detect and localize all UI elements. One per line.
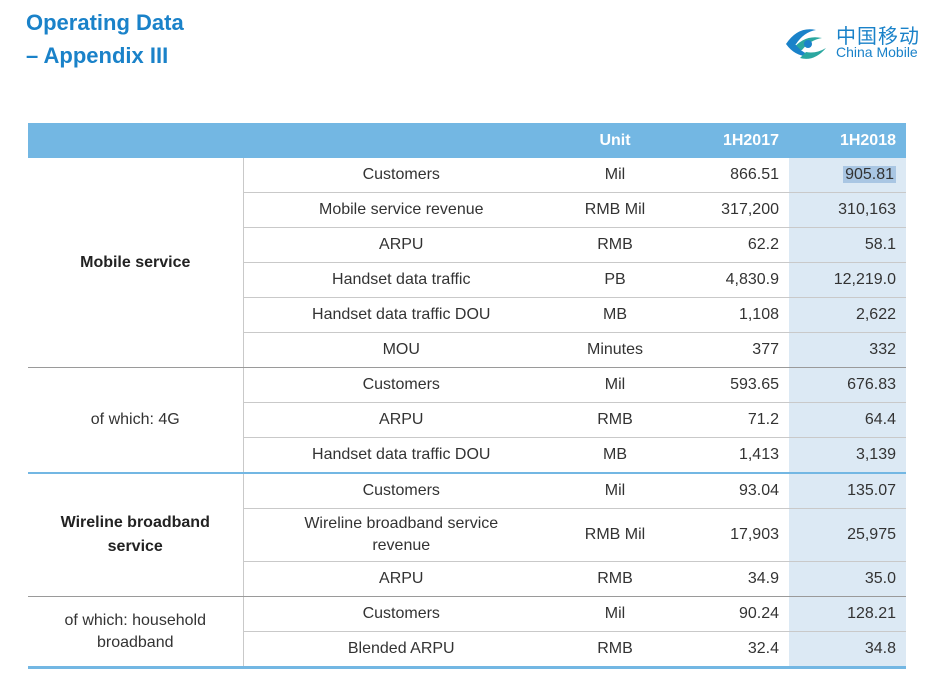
table-row: Blended ARPU RMB 32.4 34.8: [28, 631, 906, 669]
metric-cell: Handset data traffic: [242, 262, 559, 298]
group-label: Mobile service: [80, 253, 191, 271]
value-1h2018: 310,163: [789, 192, 906, 228]
table-row: Handset data traffic PB 4,830.9 12,219.0: [28, 262, 906, 298]
value-1h2017: 62.2: [671, 227, 789, 263]
logo-chinese-text: 中国移动: [836, 26, 920, 48]
table-row: ARPU RMB 62.2 58.1: [28, 227, 906, 263]
logo-english-text: China Mobile: [836, 44, 918, 60]
value-1h2017: 4,830.9: [671, 262, 789, 298]
value-1h2017: 34.9: [671, 561, 789, 597]
metric-cell: ARPU: [242, 227, 559, 263]
table-row: ARPU RMB 71.2 64.4: [28, 402, 906, 438]
header-1h2017: 1H2017: [671, 123, 789, 158]
header-1h2018: 1H2018: [789, 123, 906, 158]
unit-cell: RMB: [559, 561, 671, 597]
group-label-line-1: of which: household: [64, 611, 206, 629]
metric-line-2: revenue: [372, 537, 431, 554]
metric-cell: Handset data traffic DOU: [242, 437, 559, 474]
value-1h2018: 12,219.0: [789, 262, 906, 298]
table-row: MOU Minutes 377 332: [28, 332, 906, 368]
metric-cell: ARPU: [242, 402, 559, 438]
china-mobile-logo: 中国移动 China Mobile: [782, 18, 932, 68]
value-1h2018: 128.21: [789, 596, 906, 632]
metric-cell: Customers: [242, 367, 559, 403]
value-1h2018: 3,139: [789, 437, 906, 474]
group-label-wireline-broadband: Wireline broadband service: [28, 473, 243, 597]
header-group-cell: [28, 123, 243, 158]
value-1h2017: 317,200: [671, 192, 789, 228]
unit-cell: Mil: [559, 473, 671, 509]
value-1h2018: 35.0: [789, 561, 906, 597]
page-title: Operating Data – Appendix III: [26, 6, 184, 72]
value-1h2018: 64.4: [789, 402, 906, 438]
metric-cell: Handset data traffic DOU: [242, 297, 559, 333]
metric-cell: Customers: [242, 596, 559, 632]
group-label-line-1: Wireline broadband: [60, 514, 210, 531]
unit-cell: MB: [559, 297, 671, 333]
group-label-line-2: broadband: [96, 633, 174, 651]
unit-cell: Mil: [559, 367, 671, 403]
group-label-line-2: service: [107, 538, 163, 555]
table-row: Wireline broadband service Customers Mil…: [28, 473, 906, 597]
table-row: Mobile service Customers Mil 866.51 905.…: [28, 158, 906, 368]
table-row: of which: 4G Customers Mil 593.65 676.83: [28, 367, 906, 474]
operating-data-table: Unit 1H2017 1H2018 Mobile service Custom…: [28, 123, 906, 669]
header-metric-cell: [243, 123, 559, 158]
table-row: of which: household broadband Customers …: [28, 596, 906, 669]
value-1h2017: 593.65: [671, 367, 789, 403]
value-1h2017: 17,903: [671, 508, 789, 562]
china-mobile-logo-icon: [786, 29, 826, 59]
group-label-4g: of which: 4G: [28, 367, 243, 474]
unit-cell: RMB: [559, 631, 671, 669]
table-row: Mobile service revenue RMB Mil 317,200 3…: [28, 192, 906, 228]
value-1h2017: 866.51: [671, 158, 789, 193]
metric-cell: MOU: [242, 332, 559, 368]
metric-cell: Blended ARPU: [242, 631, 559, 669]
group-label: of which: 4G: [90, 411, 180, 428]
unit-cell: Mil: [559, 158, 671, 193]
unit-cell: RMB Mil: [559, 192, 671, 228]
unit-cell: PB: [559, 262, 671, 298]
value-1h2018: 58.1: [789, 227, 906, 263]
header-unit: Unit: [559, 123, 671, 158]
value-1h2017: 93.04: [671, 473, 789, 509]
value-1h2018: 905.81: [789, 158, 906, 193]
metric-line-1: Wireline broadband service: [304, 515, 499, 532]
unit-cell: Mil: [559, 596, 671, 632]
value-1h2017: 1,108: [671, 297, 789, 333]
metric-cell: Mobile service revenue: [242, 192, 559, 228]
value-1h2018: 2,622: [789, 297, 906, 333]
value-1h2018: 676.83: [789, 367, 906, 403]
value-1h2017: 377: [671, 332, 789, 368]
metric-cell: ARPU: [242, 561, 559, 597]
table-header-row: Unit 1H2017 1H2018: [28, 123, 906, 158]
unit-cell: RMB Mil: [559, 508, 671, 562]
value-1h2018: 332: [789, 332, 906, 368]
selected-value: 905.81: [843, 166, 896, 183]
value-1h2017: 90.24: [671, 596, 789, 632]
value-1h2017: 32.4: [671, 631, 789, 669]
value-1h2018: 135.07: [789, 473, 906, 509]
title-line-2: – Appendix III: [26, 43, 169, 68]
metric-cell: Wireline broadband service revenue: [242, 508, 559, 562]
unit-cell: RMB: [559, 402, 671, 438]
unit-cell: RMB: [559, 227, 671, 263]
title-line-1: Operating Data: [26, 10, 184, 35]
metric-cell: Customers: [242, 473, 559, 509]
value-1h2017: 71.2: [671, 402, 789, 438]
group-label-household-broadband: of which: household broadband: [28, 596, 243, 669]
metric-cell: Customers: [242, 158, 559, 193]
table-row: ARPU RMB 34.9 35.0: [28, 561, 906, 597]
value-1h2018: 25,975: [789, 508, 906, 562]
unit-cell: Minutes: [559, 332, 671, 368]
value-1h2017: 1,413: [671, 437, 789, 474]
table-row: Handset data traffic DOU MB 1,108 2,622: [28, 297, 906, 333]
table-row: Handset data traffic DOU MB 1,413 3,139: [28, 437, 906, 474]
value-1h2018: 34.8: [789, 631, 906, 669]
group-label-mobile-service: Mobile service: [28, 158, 243, 368]
unit-cell: MB: [559, 437, 671, 474]
table-row: Wireline broadband service revenue RMB M…: [28, 508, 906, 562]
